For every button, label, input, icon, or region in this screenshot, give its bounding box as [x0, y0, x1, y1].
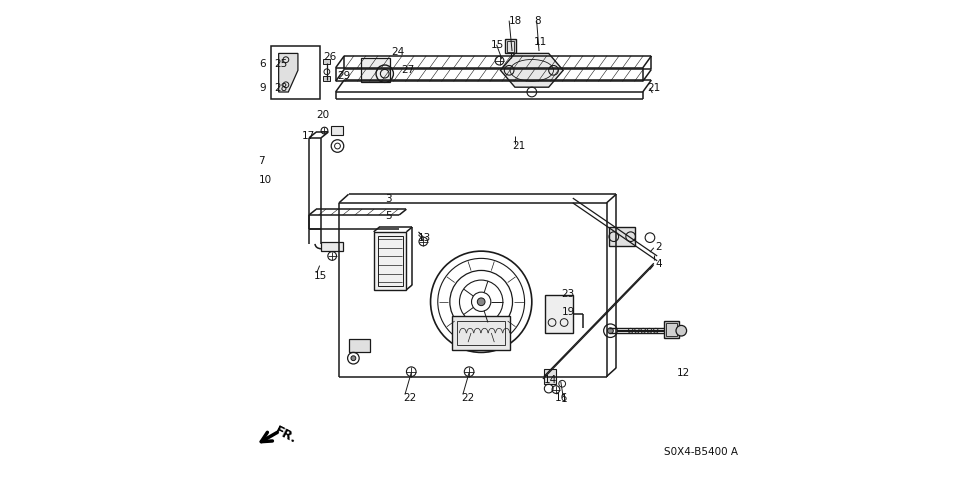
Text: 6: 6 [260, 59, 266, 69]
Text: 1: 1 [561, 393, 568, 403]
Circle shape [608, 328, 613, 334]
Circle shape [351, 356, 356, 361]
Text: 28: 28 [274, 83, 287, 93]
Bar [609, 227, 636, 247]
Text: 20: 20 [316, 109, 330, 120]
Bar [667, 323, 677, 336]
Text: 3: 3 [385, 194, 392, 204]
Bar [545, 295, 573, 333]
Bar [361, 59, 390, 83]
Text: 18: 18 [509, 15, 522, 26]
Bar [373, 232, 406, 290]
Text: 8: 8 [535, 15, 540, 26]
Bar [505, 40, 516, 54]
Circle shape [676, 326, 686, 336]
Text: 22: 22 [403, 392, 416, 402]
Bar [271, 47, 320, 100]
Text: 21: 21 [647, 83, 661, 93]
Bar [457, 321, 505, 346]
Polygon shape [279, 54, 298, 93]
Bar [324, 60, 330, 65]
Text: 15: 15 [491, 40, 504, 50]
Bar [324, 77, 330, 82]
Text: 22: 22 [461, 392, 474, 402]
Text: 23: 23 [562, 288, 575, 299]
Text: 5: 5 [385, 211, 392, 221]
Text: 2: 2 [656, 242, 662, 252]
Text: 27: 27 [401, 65, 415, 75]
Text: 29: 29 [337, 71, 351, 81]
Text: 17: 17 [301, 131, 315, 141]
Bar [544, 369, 556, 384]
Text: 15: 15 [314, 271, 328, 281]
Text: 4: 4 [656, 258, 662, 269]
Text: 10: 10 [259, 174, 271, 184]
Bar [506, 42, 514, 53]
Text: 11: 11 [535, 37, 547, 47]
Text: 16: 16 [555, 392, 569, 402]
Bar [665, 321, 678, 338]
Bar [321, 242, 343, 252]
Text: 9: 9 [260, 83, 266, 93]
Text: 13: 13 [418, 232, 431, 242]
Text: 14: 14 [544, 374, 557, 384]
Text: FR.: FR. [273, 424, 299, 445]
Bar [377, 236, 402, 286]
Bar [452, 317, 510, 350]
Polygon shape [501, 54, 563, 88]
Text: 24: 24 [391, 47, 404, 57]
Bar [349, 339, 370, 353]
Text: 25: 25 [274, 59, 287, 69]
Text: 12: 12 [677, 367, 690, 377]
Bar [330, 126, 343, 136]
Text: S0X4-B5400 A: S0X4-B5400 A [665, 446, 739, 456]
Text: 19: 19 [562, 307, 575, 317]
Text: 26: 26 [324, 52, 336, 62]
Circle shape [477, 298, 485, 306]
Text: 21: 21 [512, 141, 526, 151]
Text: 7: 7 [259, 155, 265, 165]
